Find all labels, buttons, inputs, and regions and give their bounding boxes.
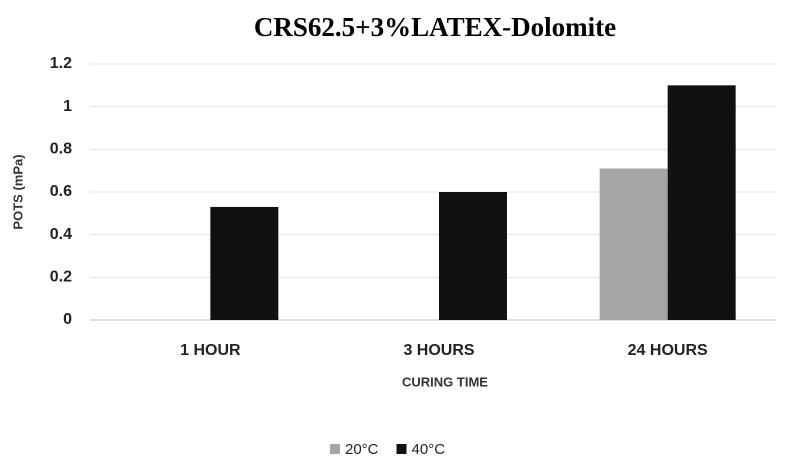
- x-tick-label: 1 HOUR: [180, 342, 241, 359]
- chart-title: CRS62.5+3%LATEX-Dolomite: [254, 12, 616, 42]
- legend-label: 20°C: [345, 441, 379, 457]
- x-tick-label: 24 HOURS: [628, 342, 708, 359]
- y-tick-label: 0.8: [50, 141, 72, 158]
- x-axis-label: CURING TIME: [402, 374, 488, 389]
- legend-label: 40°C: [412, 441, 446, 457]
- bar: [210, 206, 279, 320]
- y-tick-label: 1: [63, 98, 72, 115]
- y-tick-label: 0.4: [50, 226, 72, 243]
- legend-swatch: [396, 444, 407, 454]
- bar: [599, 168, 668, 320]
- y-tick-label: 0.2: [50, 269, 72, 286]
- y-tick-label: 0.6: [50, 183, 72, 200]
- x-tick-label: 3 HOURS: [403, 342, 474, 359]
- y-axis-label: POTS (mPa): [10, 154, 25, 229]
- y-tick-label: 0: [63, 311, 72, 328]
- y-tick-label: 1.2: [50, 55, 72, 72]
- bar: [667, 85, 736, 320]
- bar: [439, 192, 507, 320]
- legend-swatch: [330, 444, 340, 454]
